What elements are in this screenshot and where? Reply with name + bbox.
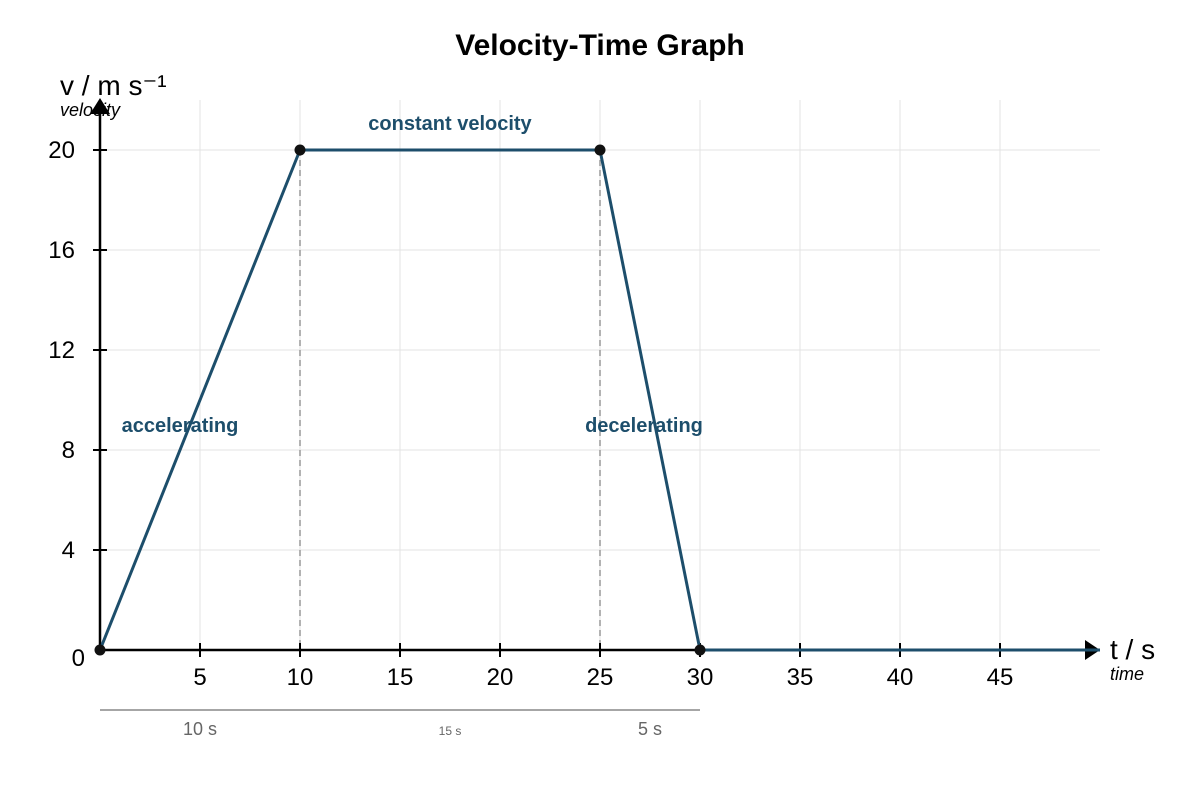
duration-layer: 10 s 15 s 5 s <box>100 709 700 739</box>
x-tick-label: 5 <box>193 664 206 691</box>
duration-label: 15 s <box>439 724 462 738</box>
axes-layer <box>90 98 1100 660</box>
y-axis-sublabel: velocity <box>60 100 121 120</box>
y-axis-arrowhead <box>90 98 110 114</box>
phase-annotation: accelerating <box>122 415 239 437</box>
x-axis-sublabel: time <box>1110 664 1144 684</box>
data-point-marker <box>294 144 306 156</box>
y-tick-label: 0 <box>72 645 85 672</box>
duration-label: 10 s <box>183 719 217 739</box>
chart-title: Velocity-Time Graph <box>455 29 745 62</box>
x-tick-label: 15 <box>387 664 414 691</box>
ticks-layer: 5 10 15 20 25 30 35 40 45 0 4 8 12 16 20 <box>48 137 1013 691</box>
y-tick-label: 20 <box>48 137 75 164</box>
data-point-marker <box>594 144 606 156</box>
phase-annotation: decelerating <box>585 415 703 437</box>
y-tick-label: 16 <box>48 237 75 264</box>
duration-label: 5 s <box>638 719 662 739</box>
x-tick-label: 40 <box>887 664 914 691</box>
y-axis-label: v / m s⁻¹ <box>60 70 167 101</box>
phase-annotation: constant velocity <box>368 113 532 135</box>
annotation-layer: constant velocity accelerating deceleratin… <box>122 113 703 437</box>
data-point-marker <box>94 644 106 656</box>
y-tick-label: 4 <box>62 537 75 564</box>
x-tick-label: 10 <box>287 664 314 691</box>
series-layer <box>94 144 1100 656</box>
y-tick-label: 12 <box>48 337 75 364</box>
x-tick-label: 25 <box>587 664 614 691</box>
x-tick-label: 30 <box>687 664 714 691</box>
x-tick-label: 20 <box>487 664 514 691</box>
x-tick-label: 45 <box>987 664 1014 691</box>
x-tick-label: 35 <box>787 664 814 691</box>
dashed-guide-layer <box>299 150 601 650</box>
data-point-marker <box>694 644 706 656</box>
x-axis-label: t / s <box>1110 634 1155 665</box>
y-tick-label: 8 <box>62 437 75 464</box>
